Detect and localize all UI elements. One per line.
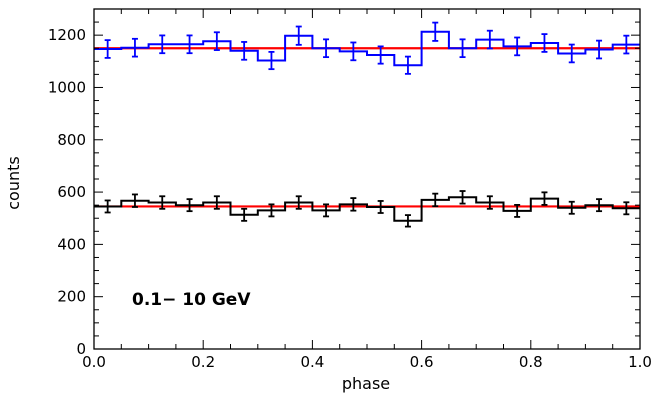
fit-lines — [94, 47, 640, 208]
y-tick-label: 1200 — [48, 26, 86, 44]
x-tick-label: 0.4 — [300, 353, 324, 371]
y-tick-labels: 0 200 400 600 800 1000 1200 — [48, 26, 86, 358]
x-tick-label: 1.0 — [628, 353, 652, 371]
x-tick-label: 0.2 — [191, 353, 215, 371]
y-tick-label: 400 — [57, 235, 86, 253]
y-tick-label: 600 — [57, 183, 86, 201]
y-tick-label: 0 — [76, 340, 86, 358]
y-tick-label: 1000 — [48, 78, 86, 96]
series-2 — [94, 190, 640, 228]
y-axis-label: counts — [4, 156, 23, 209]
energy-range-annotation: 0.1− 10 GeV — [132, 290, 251, 310]
series-layer — [94, 21, 640, 228]
x-tick-labels: 0.0 0.2 0.4 0.6 0.8 1.0 — [82, 353, 652, 371]
series-1-step — [94, 30, 640, 67]
axis-ticks — [93, 8, 641, 350]
x-tick-label: 0.6 — [410, 353, 434, 371]
x-tick-label: 0.0 — [82, 353, 106, 371]
x-tick-label: 0.8 — [519, 353, 543, 371]
series-1 — [94, 21, 640, 75]
y-tick-label: 800 — [57, 131, 86, 149]
y-tick-label: 200 — [57, 288, 86, 306]
series-2-step — [94, 196, 640, 222]
x-axis-label: phase — [342, 374, 390, 393]
